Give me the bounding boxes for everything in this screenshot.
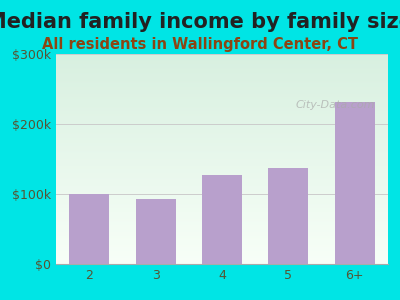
- Text: All residents in Wallingford Center, CT: All residents in Wallingford Center, CT: [42, 38, 358, 52]
- Bar: [69, 194, 109, 264]
- Text: Median family income by family size: Median family income by family size: [0, 12, 400, 32]
- Text: City-Data.com: City-Data.com: [295, 100, 374, 110]
- Bar: [202, 175, 242, 264]
- Bar: [136, 199, 176, 264]
- Bar: [268, 168, 308, 264]
- Bar: [335, 102, 375, 264]
